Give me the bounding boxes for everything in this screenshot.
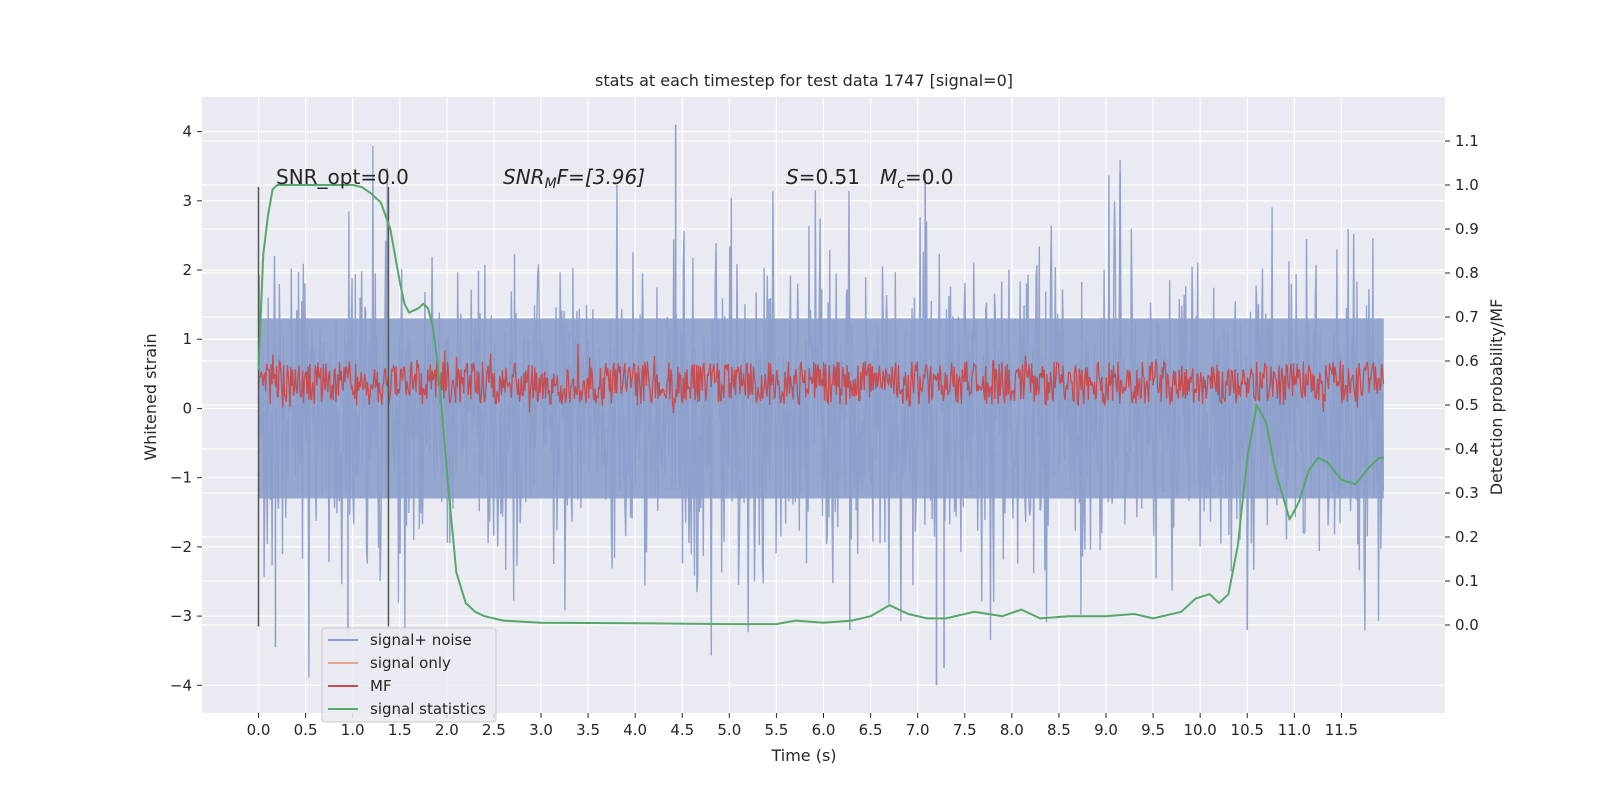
annotation-mc-rest: =0.0 xyxy=(905,165,954,189)
y-right-tick-label-6: 0.6 xyxy=(1455,352,1479,370)
x-tick-label-18: 9.0 xyxy=(1094,721,1118,739)
annotation-s: S=0.51 xyxy=(786,165,860,189)
x-axis-ticks: 0.0 0.5 1.0 1.5 2.0 2.5 3.0 3.5 4.0 4.5 5.0 5.5 6.0 6… xyxy=(247,713,1358,739)
y-left-tick-label-7: 3 xyxy=(182,192,192,210)
y-right-tick-label-5: 0.5 xyxy=(1455,396,1479,414)
x-axis-label: Time (s) xyxy=(770,746,836,765)
x-tick-label-9: 4.5 xyxy=(670,721,694,739)
x-tick-label-19: 9.5 xyxy=(1141,721,1165,739)
y-right-tick-label-7: 0.7 xyxy=(1455,308,1479,326)
x-tick-label-5: 2.5 xyxy=(482,721,506,739)
vertical-markers xyxy=(257,186,390,627)
x-tick-label-4: 2.0 xyxy=(435,721,459,739)
y-right-tick-label-10: 1.0 xyxy=(1455,176,1479,194)
x-tick-label-10: 5.0 xyxy=(717,721,741,739)
mf-trace xyxy=(257,343,1385,414)
y-right-tick-label-4: 0.4 xyxy=(1455,440,1479,458)
y-left-tick-label-5: 1 xyxy=(182,330,192,348)
y-right-tick-label-2: 0.2 xyxy=(1455,528,1479,546)
y-left-tick-label-1: −3 xyxy=(170,607,192,625)
annotation-mc-main: M xyxy=(880,165,897,189)
annotation-snr-opt: SNR_opt=0.0 xyxy=(276,165,409,189)
y-right-tick-label-11: 1.1 xyxy=(1455,132,1479,150)
legend: signal+ noise signal only MF signal stat… xyxy=(321,627,497,723)
y-left-tick-label-8: 4 xyxy=(182,123,192,141)
y-left-tick-label-4: 0 xyxy=(182,399,192,417)
annotation-snr-mf-main: SNR xyxy=(503,165,545,189)
y-left-tick-label-0: −4 xyxy=(170,676,192,694)
chart-title: stats at each timestep for test data 174… xyxy=(595,71,1013,90)
y-right-tick-label-9: 0.9 xyxy=(1455,220,1479,238)
x-tick-label-0: 0.0 xyxy=(247,721,271,739)
annotation-s-rest: =0.51 xyxy=(799,165,860,189)
x-tick-label-23: 11.5 xyxy=(1325,721,1358,739)
x-tick-label-22: 11.0 xyxy=(1278,721,1311,739)
x-tick-label-15: 7.5 xyxy=(953,721,977,739)
annotation-snr-mf-rest: F=[3.96] xyxy=(557,165,645,189)
annotation-mc-sub: c xyxy=(897,176,905,192)
x-tick-label-12: 6.0 xyxy=(812,721,836,739)
y-right-axis-label: Detection probability/MF xyxy=(1487,299,1506,496)
legend-label-signal-only: signal only xyxy=(370,654,451,672)
x-tick-label-2: 1.0 xyxy=(341,721,365,739)
x-tick-label-6: 3.0 xyxy=(529,721,553,739)
x-tick-label-11: 5.5 xyxy=(764,721,788,739)
series-signal-statistics xyxy=(257,184,1384,626)
y-left-axis-ticks: −4 −3 −2 −1 0 1 2 3 4 xyxy=(170,123,202,694)
annotation-mc: Mc=0.0 xyxy=(880,165,954,192)
x-tick-label-3: 1.5 xyxy=(388,721,412,739)
noise-core-band xyxy=(258,318,1384,499)
annotation-s-main: S xyxy=(786,165,799,189)
y-left-axis-label: Whitened strain xyxy=(141,333,160,460)
y-right-tick-label-8: 0.8 xyxy=(1455,264,1479,282)
legend-label-signal-noise: signal+ noise xyxy=(370,631,472,649)
x-tick-label-8: 4.0 xyxy=(623,721,647,739)
y-left-tick-label-2: −2 xyxy=(170,538,192,556)
y-right-tick-label-1: 0.1 xyxy=(1455,572,1479,590)
x-tick-label-1: 0.5 xyxy=(294,721,318,739)
y-right-tick-label-0: 0.0 xyxy=(1455,616,1479,634)
x-tick-label-20: 10.0 xyxy=(1183,721,1216,739)
x-tick-label-7: 3.5 xyxy=(576,721,600,739)
y-right-tick-label-3: 0.3 xyxy=(1455,484,1479,502)
annotation-snr-mf-sub: M xyxy=(545,176,557,192)
x-tick-label-13: 6.5 xyxy=(859,721,883,739)
x-tick-label-14: 7.0 xyxy=(906,721,930,739)
signal-statistics-line xyxy=(257,184,1384,626)
x-tick-label-17: 8.5 xyxy=(1047,721,1071,739)
legend-label-mf: MF xyxy=(370,677,392,695)
x-tick-label-21: 10.5 xyxy=(1231,721,1264,739)
annotation-snr-mf: SNRMF=[3.96] xyxy=(503,165,645,192)
y-right-axis-ticks: 0.0 0.1 0.2 0.3 0.4 0.5 0.6 0.7 0.8 0.9 1.0 1.1 xyxy=(1445,132,1479,634)
legend-label-signal-statistics: signal statistics xyxy=(370,700,486,718)
y-left-tick-label-3: −1 xyxy=(170,469,192,487)
series-mf xyxy=(257,343,1385,414)
x-tick-label-16: 8.0 xyxy=(1000,721,1024,739)
y-left-tick-label-6: 2 xyxy=(182,261,192,279)
legend-box xyxy=(321,627,497,723)
